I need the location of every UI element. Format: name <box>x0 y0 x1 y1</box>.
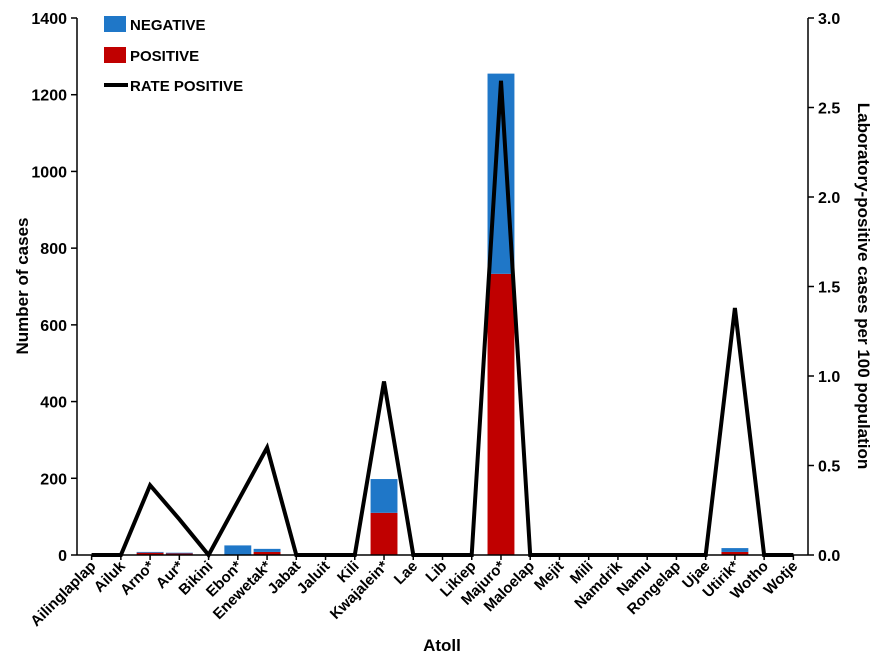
x-tick-label: Lae <box>391 558 421 588</box>
bars-layer <box>136 73 749 555</box>
x-tick-label: Arno* <box>117 558 158 599</box>
bar-positive <box>721 551 749 555</box>
y-tick-label: 1200 <box>31 88 67 105</box>
y2-tick-label: 0.5 <box>818 459 840 476</box>
y2-tick-label: 0.0 <box>818 548 840 565</box>
x-tick-label: Jabat <box>264 558 304 598</box>
x-axis-label: Atoll <box>423 636 461 655</box>
bar-negative <box>721 548 749 552</box>
axes-layer <box>76 18 809 556</box>
bar-negative <box>370 479 398 513</box>
y2-tick-label: 3.0 <box>818 11 840 28</box>
legend: NEGATIVE POSITIVE RATE POSITIVE <box>104 16 243 95</box>
x-tick-label: Wotje <box>761 558 802 599</box>
bar-positive <box>487 273 515 555</box>
y-tick-label: 1400 <box>31 11 67 28</box>
y-tick-label: 0 <box>58 548 67 565</box>
legend-label-rate: RATE POSITIVE <box>130 78 243 95</box>
rate-positive-line <box>91 80 794 559</box>
y2-tick-label: 1.0 <box>818 369 840 386</box>
bar-positive <box>136 552 164 555</box>
x-tick-label: Jaluit <box>294 558 334 598</box>
legend-label-negative: NEGATIVE <box>130 17 206 34</box>
y-tick-label: 1000 <box>31 164 67 181</box>
bar-negative <box>136 551 164 553</box>
bar-positive <box>253 551 281 555</box>
bar-positive <box>165 553 193 555</box>
y-tick-label: 600 <box>40 318 67 335</box>
bar-negative <box>253 548 281 552</box>
legend-swatch-positive <box>104 47 126 63</box>
bar-positive <box>370 512 398 555</box>
y2-axis-label: Laboratory-positive cases per 100 popula… <box>854 103 873 470</box>
y2-tick-label: 2.5 <box>818 101 840 118</box>
bar-negative <box>165 552 193 554</box>
bar-negative <box>224 545 252 555</box>
legend-swatch-negative <box>104 16 126 32</box>
legend-label-positive: POSITIVE <box>130 48 199 65</box>
line-layer <box>91 80 794 559</box>
y-tick-label: 200 <box>40 471 67 488</box>
x-tick-label: Ailinglaplap <box>27 558 99 630</box>
y-tick-label: 400 <box>40 395 67 412</box>
y2-tick-label: 1.5 <box>818 280 840 297</box>
ticks-layer: 0 200 400 600 800 1000 1200 1400 0.0 0.5 1.0 1.5 2.0… <box>27 11 840 630</box>
y-tick-label: 800 <box>40 241 67 258</box>
y2-tick-label: 2.0 <box>818 190 840 207</box>
x-tick-label: Mejit <box>531 558 567 594</box>
y-axis-label: Number of cases <box>13 218 32 355</box>
